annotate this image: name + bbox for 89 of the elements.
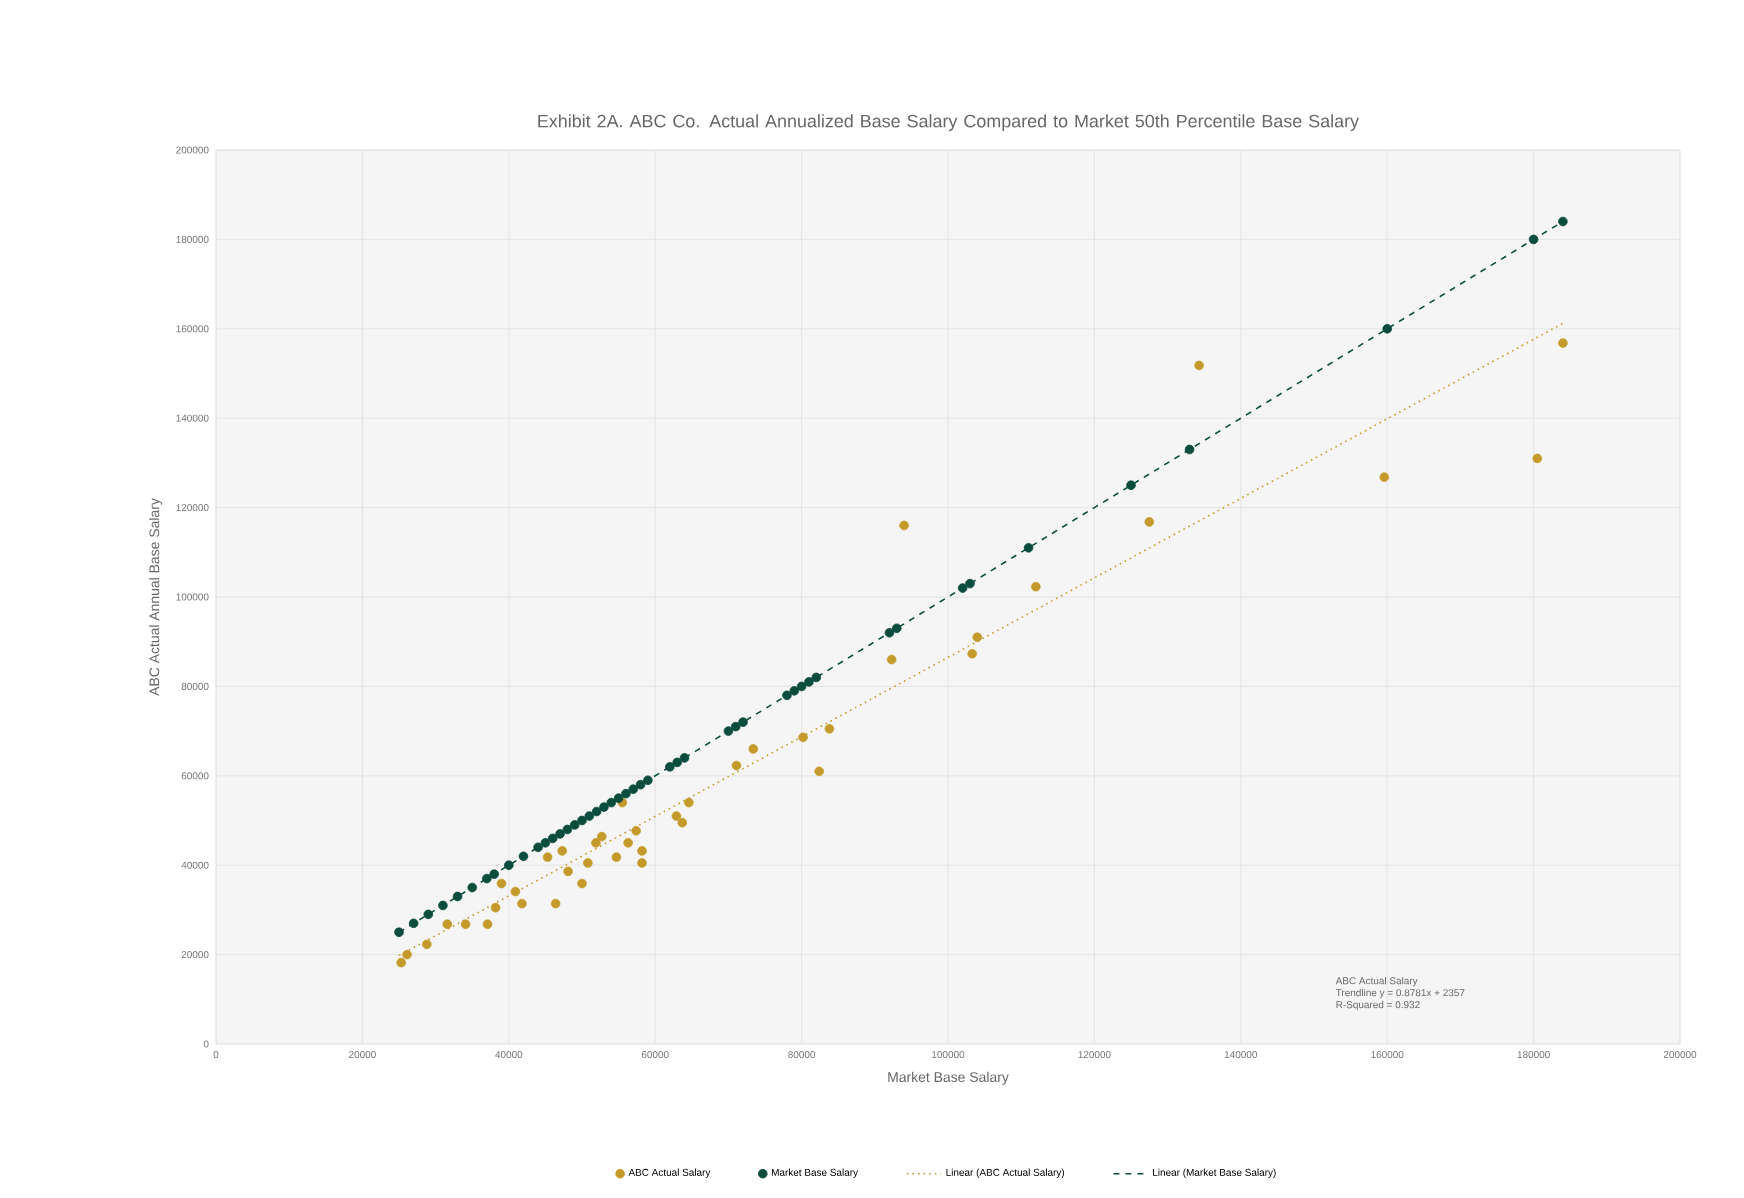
point	[467, 882, 477, 893]
point	[1031, 581, 1041, 592]
point	[408, 918, 419, 929]
point	[394, 927, 404, 938]
point	[517, 898, 527, 909]
point	[730, 721, 741, 732]
point	[811, 672, 822, 683]
chart-title: Exhibit 2A. ABC Co. Actual Annualized Base Salary Compared to Market 50th Percentile Base Salary	[538, 114, 1360, 131]
point	[557, 846, 568, 856]
point	[422, 939, 432, 950]
point	[1532, 453, 1543, 464]
point	[796, 681, 807, 692]
point	[621, 788, 631, 799]
point	[577, 878, 587, 889]
point	[899, 520, 909, 531]
point	[533, 842, 543, 853]
point	[496, 878, 507, 889]
point	[596, 831, 607, 842]
point	[731, 760, 742, 771]
point	[1558, 338, 1568, 348]
point	[563, 866, 573, 877]
point	[637, 858, 647, 868]
point	[748, 744, 759, 754]
point	[396, 957, 406, 968]
point	[542, 852, 553, 862]
point	[891, 623, 902, 634]
point	[672, 757, 682, 768]
point	[814, 766, 824, 777]
point	[591, 838, 601, 848]
point	[1126, 480, 1136, 491]
point	[665, 762, 675, 772]
point	[782, 690, 792, 701]
point	[972, 632, 983, 643]
point	[482, 873, 492, 884]
point	[518, 851, 529, 862]
point	[489, 869, 499, 879]
point	[1144, 517, 1155, 527]
point	[423, 909, 434, 920]
point	[547, 833, 558, 844]
point	[789, 686, 800, 696]
point	[438, 900, 448, 911]
point	[606, 797, 617, 808]
point	[599, 802, 609, 812]
point	[1023, 543, 1034, 553]
point	[637, 846, 647, 856]
point	[723, 726, 734, 736]
point	[591, 806, 602, 817]
point	[611, 852, 622, 862]
point	[452, 891, 463, 902]
point	[623, 838, 633, 848]
point	[967, 648, 977, 659]
point	[584, 811, 595, 821]
point	[677, 817, 688, 828]
point	[1184, 444, 1195, 455]
point	[957, 583, 968, 593]
point	[738, 717, 748, 727]
point	[679, 753, 690, 763]
point	[804, 677, 814, 687]
point	[490, 902, 501, 913]
point	[504, 860, 514, 870]
point	[540, 838, 551, 848]
point	[510, 886, 521, 897]
point	[482, 919, 493, 929]
point	[402, 949, 412, 960]
point	[965, 578, 975, 589]
point	[1194, 360, 1204, 371]
point	[460, 919, 471, 929]
point	[798, 732, 808, 743]
point	[1382, 324, 1392, 334]
point	[886, 654, 897, 665]
point	[613, 793, 624, 803]
point	[562, 824, 573, 835]
point	[442, 919, 453, 929]
point	[643, 775, 653, 786]
point	[631, 826, 641, 836]
point	[684, 797, 694, 808]
point	[628, 784, 639, 794]
point	[884, 627, 895, 638]
point	[824, 724, 835, 734]
point	[1558, 216, 1568, 227]
point	[583, 858, 593, 868]
point	[671, 811, 682, 821]
point	[555, 829, 565, 839]
point	[1379, 472, 1390, 482]
point	[635, 779, 646, 790]
point	[577, 815, 587, 826]
point	[1528, 234, 1539, 245]
point	[550, 898, 561, 909]
point	[569, 820, 580, 830]
